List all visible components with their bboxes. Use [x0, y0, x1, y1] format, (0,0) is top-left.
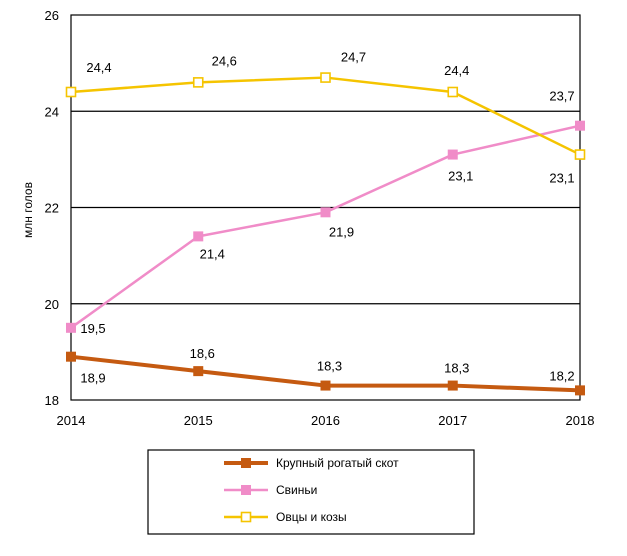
data-label: 18,2 [549, 368, 574, 383]
data-point-marker [320, 207, 331, 218]
data-label: 24,6 [212, 53, 237, 68]
data-label: 21,9 [329, 224, 354, 239]
data-point-marker [193, 231, 204, 242]
data-label: 18,9 [80, 371, 105, 386]
x-tick-label: 2016 [311, 413, 340, 428]
y-axis-label: млн голов [21, 182, 35, 238]
data-label: 24,7 [341, 50, 366, 65]
data-point-marker [447, 86, 459, 98]
data-point-marker [447, 380, 458, 391]
legend-label: Крупный рогатый скот [276, 456, 399, 470]
x-axis-ticks: 2014 2015 2016 2017 2018 [57, 413, 595, 428]
data-label: 24,4 [86, 60, 111, 75]
y-axis-ticks: 18 20 22 24 26 [45, 8, 59, 408]
legend-swatch-marker [240, 511, 252, 523]
y-tick-label: 26 [45, 8, 59, 23]
y-tick-label: 24 [45, 104, 59, 119]
data-point-marker [193, 366, 204, 377]
data-point-marker [320, 72, 331, 83]
x-tick-label: 2018 [566, 413, 595, 428]
data-point-marker [574, 149, 586, 160]
y-tick-label: 18 [45, 393, 59, 408]
legend-label: Овцы и козы [276, 510, 347, 524]
data-label: 23,7 [549, 89, 574, 104]
data-label: 23,1 [549, 171, 574, 186]
series-line [70, 124, 581, 329]
x-tick-label: 2014 [57, 413, 86, 428]
x-tick-label: 2015 [184, 413, 213, 428]
data-label: 23,1 [448, 169, 473, 184]
legend-box [147, 449, 475, 535]
data-point-marker [575, 120, 585, 131]
data-point-marker [192, 77, 204, 88]
series-group [65, 72, 586, 396]
data-point-marker [66, 322, 76, 333]
data-point-marker [66, 351, 76, 362]
data-point-marker [575, 385, 585, 396]
x-tick-label: 2017 [438, 413, 467, 428]
data-label: 21,4 [200, 246, 225, 261]
y-tick-label: 22 [45, 201, 59, 216]
plot-area-border [70, 14, 581, 401]
data-point-marker [447, 149, 458, 160]
data-label: 24,4 [444, 63, 469, 78]
legend: Крупный рогатый скот Свиньи Овцы и козы [224, 456, 399, 524]
legend-label: Свиньи [276, 483, 317, 497]
legend-swatch-marker [241, 485, 251, 495]
legend-swatch-marker [241, 458, 251, 468]
y-tick-label: 20 [45, 297, 59, 312]
data-labels: 18,9 18,6 18,3 18,3 18,2 19,5 21,4 21,9 23,1 23,7… [80, 50, 574, 386]
data-point-marker [320, 380, 331, 391]
data-label: 18,3 [444, 361, 469, 376]
data-label: 19,5 [80, 321, 105, 336]
data-point-marker [65, 86, 77, 98]
data-label: 18,3 [317, 359, 342, 374]
data-label: 18,6 [190, 346, 215, 361]
